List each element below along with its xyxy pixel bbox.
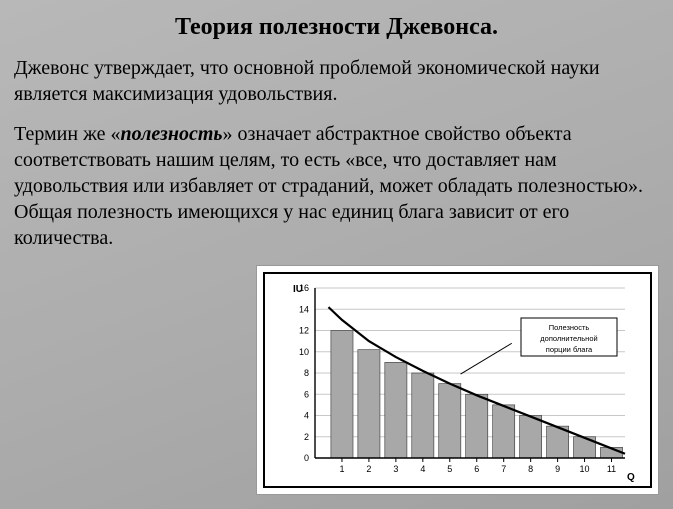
svg-text:2: 2: [304, 432, 309, 442]
svg-text:Полезность: Полезность: [549, 323, 590, 332]
svg-text:6: 6: [304, 389, 309, 399]
svg-text:10: 10: [580, 464, 590, 474]
svg-text:5: 5: [447, 464, 452, 474]
svg-text:3: 3: [393, 464, 398, 474]
svg-text:6: 6: [474, 464, 479, 474]
paragraph-2: Термин же «полезность» означает абстракт…: [0, 107, 673, 251]
para2-lead: Термин же «: [14, 123, 121, 145]
svg-text:0: 0: [304, 453, 309, 463]
svg-text:8: 8: [528, 464, 533, 474]
utility-chart: 02468101214161234567891011IUQПолезностьд…: [256, 265, 659, 495]
svg-text:7: 7: [501, 464, 506, 474]
paragraph-1: Джевонс утверждает, что основной проблем…: [0, 41, 673, 107]
svg-text:11: 11: [607, 464, 616, 474]
page-title: Теория полезности Джевонса.: [0, 0, 673, 41]
svg-text:1: 1: [339, 464, 344, 474]
svg-text:дополнительной: дополнительной: [540, 334, 597, 343]
para2-term: полезность: [121, 123, 223, 145]
svg-text:IU: IU: [293, 284, 303, 295]
svg-text:2: 2: [366, 464, 371, 474]
svg-text:14: 14: [299, 304, 309, 314]
svg-text:Q: Q: [627, 472, 635, 483]
svg-text:12: 12: [299, 326, 309, 336]
svg-text:порции блага: порции блага: [546, 345, 593, 354]
chart-svg: 02468101214161234567891011IUQПолезностьд…: [265, 274, 650, 486]
svg-text:10: 10: [299, 347, 309, 357]
svg-text:9: 9: [555, 464, 560, 474]
svg-text:8: 8: [304, 368, 309, 378]
svg-text:4: 4: [420, 464, 425, 474]
chart-frame: 02468101214161234567891011IUQПолезностьд…: [263, 272, 652, 488]
svg-text:4: 4: [304, 411, 309, 421]
